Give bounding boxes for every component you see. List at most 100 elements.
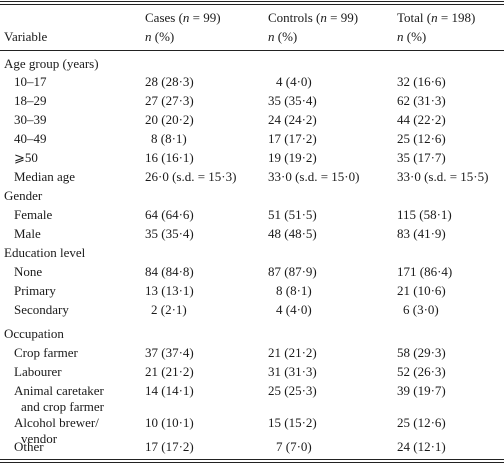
cell-total: 44 (22·2) <box>397 112 446 127</box>
row-label: Animal caretaker and crop farmer <box>14 383 139 415</box>
section-row-occupation: Occupation <box>0 324 504 344</box>
row-label: Crop farmer <box>14 345 78 360</box>
section-row-age: Age group (years) <box>0 54 504 74</box>
table-row: Male 35 (35·4) 48 (48·5) 83 (41·9) <box>0 224 504 244</box>
cell-cases: 21 (21·2) <box>145 364 194 379</box>
cell-controls: 8 (8·1) <box>276 283 312 298</box>
table-row: Median age 26·0 (s.d. = 15·3) 33·0 (s.d.… <box>0 167 504 187</box>
cell-total: 39 (19·7) <box>397 383 446 398</box>
section-row-education: Education level <box>0 243 504 263</box>
cell-total: 33·0 (s.d. = 15·5) <box>397 169 489 184</box>
cell-controls: 35 (35·4) <box>268 93 317 108</box>
header-cases: Cases (n = 99) <box>145 10 221 25</box>
row-label: Male <box>14 226 41 241</box>
cell-total: 24 (12·1) <box>397 439 446 454</box>
row-label: Labourer <box>14 364 62 379</box>
section-row-gender: Gender <box>0 186 504 206</box>
row-label: Alcohol brewer/vendor <box>14 415 139 447</box>
row-label: Gender <box>4 188 43 203</box>
row-label: ⩾50 <box>14 150 38 165</box>
table-row: None 84 (84·8) 87 (87·9) 171 (86·4) <box>0 262 504 282</box>
cell-cases: 2 (2·1) <box>151 302 187 317</box>
row-label: 40–49 <box>14 131 47 146</box>
cell-total: 58 (29·3) <box>397 345 446 360</box>
row-label: Age group (years) <box>4 56 99 71</box>
row-label: Education level <box>4 245 86 260</box>
cell-controls: 4 (4·0) <box>276 74 312 89</box>
top-rule-inner <box>0 4 504 5</box>
cell-cases: 35 (35·4) <box>145 226 194 241</box>
table-row: Crop farmer 37 (37·4) 21 (21·2) 58 (29·3… <box>0 343 504 363</box>
table-row: Primary 13 (13·1) 8 (8·1) 21 (10·6) <box>0 281 504 301</box>
cell-controls: 87 (87·9) <box>268 264 317 279</box>
table-row: Animal caretaker and crop farmer 14 (14·1… <box>0 381 504 417</box>
row-label-line1: Animal caretaker <box>14 383 104 398</box>
cell-cases: 10 (10·1) <box>145 415 194 430</box>
row-label: Female <box>14 207 53 222</box>
header-rule <box>0 50 504 51</box>
cell-total: 115 (58·1) <box>397 207 452 222</box>
row-label-line2: and crop farmer <box>21 399 105 414</box>
cell-controls: 19 (19·2) <box>268 150 317 165</box>
row-label: Secondary <box>14 302 69 317</box>
cell-controls: 25 (25·3) <box>268 383 317 398</box>
cell-cases: 84 (84·8) <box>145 264 194 279</box>
row-label-line1: Alcohol brewer/ <box>14 415 99 430</box>
cell-total: 21 (10·6) <box>397 283 446 298</box>
cell-cases: 28 (28·3) <box>145 74 194 89</box>
table-row: Secondary 2 (2·1) 4 (4·0) 6 (3·0) <box>0 300 504 320</box>
cell-controls: 24 (24·2) <box>268 112 317 127</box>
cell-controls: 48 (48·5) <box>268 226 317 241</box>
cell-controls: 17 (17·2) <box>268 131 317 146</box>
cell-total: 25 (12·6) <box>397 415 446 430</box>
cell-controls: 7 (7·0) <box>276 439 312 454</box>
cell-total: 25 (12·6) <box>397 131 446 146</box>
cell-cases: 27 (27·3) <box>145 93 194 108</box>
cell-total: 35 (17·7) <box>397 150 446 165</box>
cell-controls: 15 (15·2) <box>268 415 317 430</box>
row-label: Median age <box>14 169 76 184</box>
table-row: ⩾50 16 (16·1) 19 (19·2) 35 (17·7) <box>0 148 504 168</box>
row-label: None <box>14 264 43 279</box>
cell-controls: 4 (4·0) <box>276 302 312 317</box>
row-label: Occupation <box>4 326 64 341</box>
cell-controls: 51 (51·5) <box>268 207 317 222</box>
cell-total: 52 (26·3) <box>397 364 446 379</box>
row-label-line2: vendor <box>21 431 58 446</box>
cell-total: 32 (16·6) <box>397 74 446 89</box>
header-total: Total (n = 198) <box>397 10 476 25</box>
table-row: 18–29 27 (27·3) 35 (35·4) 62 (31·3) <box>0 91 504 111</box>
cell-cases: 16 (16·1) <box>145 150 194 165</box>
cell-cases: 26·0 (s.d. = 15·3) <box>145 169 237 184</box>
row-label: Other <box>14 439 44 454</box>
cell-controls: 33·0 (s.d. = 15·0) <box>268 169 360 184</box>
cell-total: 6 (3·0) <box>403 302 439 317</box>
cell-cases: 37 (37·4) <box>145 345 194 360</box>
cell-total: 83 (41·9) <box>397 226 446 241</box>
bottom-rule-outer <box>0 462 504 463</box>
table-row: Alcohol brewer/vendor 10 (10·1) 15 (15·2… <box>0 413 504 449</box>
cell-cases: 64 (64·6) <box>145 207 194 222</box>
cell-cases: 17 (17·2) <box>145 439 194 454</box>
row-label: 18–29 <box>14 93 47 108</box>
table-row: 30–39 20 (20·2) 24 (24·2) 44 (22·2) <box>0 110 504 130</box>
cell-cases: 20 (20·2) <box>145 112 194 127</box>
header-controls-unit: n (%) <box>268 29 298 44</box>
header-total-unit: n (%) <box>397 29 427 44</box>
row-label: Primary <box>14 283 56 298</box>
row-label: 30–39 <box>14 112 47 127</box>
cell-controls: 31 (31·3) <box>268 364 317 379</box>
cell-cases: 14 (14·1) <box>145 383 194 398</box>
table-row: 10–17 28 (28·3) 4 (4·0) 32 (16·6) <box>0 72 504 92</box>
table-row: Other 17 (17·2) 7 (7·0) 24 (12·1) <box>0 437 504 457</box>
bottom-rule <box>0 459 504 460</box>
cell-controls: 21 (21·2) <box>268 345 317 360</box>
top-rule <box>0 1 504 2</box>
table-row: Labourer 21 (21·2) 31 (31·3) 52 (26·3) <box>0 362 504 382</box>
cell-total: 171 (86·4) <box>397 264 453 279</box>
cell-cases: 8 (8·1) <box>151 131 187 146</box>
cell-cases: 13 (13·1) <box>145 283 194 298</box>
table-row: Female 64 (64·6) 51 (51·5) 115 (58·1) <box>0 205 504 225</box>
cell-total: 62 (31·3) <box>397 93 446 108</box>
